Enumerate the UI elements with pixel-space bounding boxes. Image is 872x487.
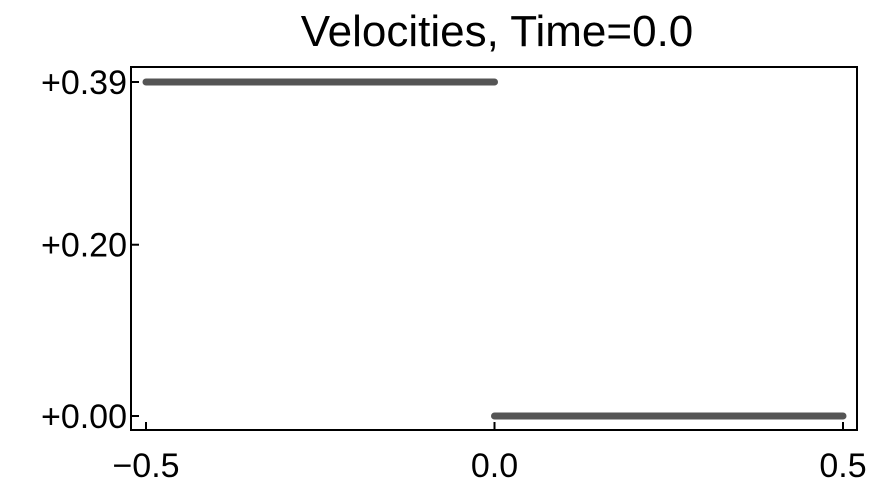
- y-axis: +0.00 +0.20 +0.39: [41, 64, 139, 436]
- y-tick-label: +0.20: [41, 227, 127, 265]
- plot-frame: [130, 66, 858, 431]
- x-tick-label: −0.5: [112, 447, 179, 485]
- chart-title: Velocities, Time=0.0: [301, 7, 694, 56]
- y-tick-label: +0.39: [41, 64, 127, 102]
- x-tick-label: 0.0: [471, 447, 518, 485]
- x-axis: −0.5 0.0 0.5: [112, 422, 867, 485]
- y-tick-label: +0.00: [41, 398, 127, 436]
- series-group: [142, 78, 847, 420]
- x-tick-label: 0.5: [819, 447, 866, 485]
